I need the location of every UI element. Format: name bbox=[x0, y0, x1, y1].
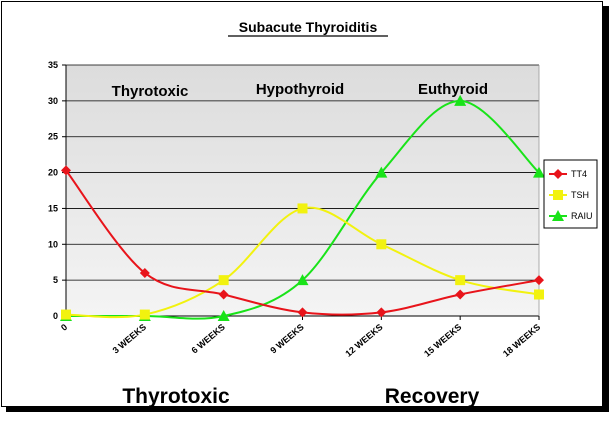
y-tick-label: 20 bbox=[48, 168, 58, 178]
y-tick-label: 30 bbox=[48, 96, 58, 106]
data-point-tsh bbox=[455, 275, 466, 286]
series-markers bbox=[60, 94, 545, 321]
legend-marker-tt4 bbox=[553, 169, 563, 179]
phase-label-hypothyroid: Hypothyroid bbox=[256, 81, 344, 98]
legend: TT4 TSH RAIU bbox=[543, 159, 598, 229]
data-point-tt4 bbox=[297, 307, 308, 318]
legend-label-tsh: TSH bbox=[571, 190, 589, 200]
data-point-raiu bbox=[454, 94, 467, 106]
x-axis-ticks: 0 3 WEEKS 6 WEEKS 9 WEEKS 12 WEEKS 15 WEEKS 18… bbox=[59, 322, 542, 359]
x-tick-label: 3 WEEKS bbox=[111, 322, 148, 356]
data-point-tsh bbox=[534, 289, 544, 300]
frame-shadow-bottom bbox=[6, 406, 609, 412]
x-tick-label: 18 WEEKS bbox=[501, 322, 542, 359]
phase-labels: Thyrotoxic Hypothyroid Euthyroid bbox=[112, 81, 488, 100]
legend-label-raiu: RAIU bbox=[571, 211, 593, 221]
legend-marker-raiu bbox=[552, 210, 564, 221]
data-point-tt4 bbox=[376, 307, 387, 318]
data-point-tsh bbox=[376, 239, 387, 250]
y-tick-label: 5 bbox=[53, 275, 58, 285]
data-point-tt4 bbox=[534, 275, 544, 286]
x-tick-label: 6 WEEKS bbox=[189, 322, 226, 356]
data-point-tt4 bbox=[455, 289, 466, 300]
data-point-raiu bbox=[533, 166, 545, 178]
data-point-tt4 bbox=[218, 289, 229, 300]
legend-marker-tsh bbox=[553, 190, 563, 200]
data-point-raiu bbox=[296, 274, 309, 286]
x-tick-label: 15 WEEKS bbox=[422, 322, 463, 359]
data-point-tsh bbox=[218, 275, 229, 286]
stage-labels: Thyrotoxic Recovery bbox=[122, 385, 479, 408]
x-tick-label: 9 WEEKS bbox=[268, 322, 305, 356]
data-point-tsh bbox=[297, 203, 308, 214]
stage-label-recovery: Recovery bbox=[385, 385, 480, 408]
y-tick-label: 25 bbox=[48, 132, 58, 142]
y-tick-label: 0 bbox=[53, 311, 58, 321]
data-point-raiu bbox=[217, 310, 230, 321]
x-tick-label: 0 bbox=[59, 322, 69, 333]
data-point-tt4 bbox=[139, 267, 150, 278]
data-point-tt4 bbox=[61, 165, 71, 176]
chart-title: Subacute Thyroiditis bbox=[239, 19, 378, 35]
y-tick-label: 35 bbox=[48, 60, 58, 70]
stage-label-thyrotoxic: Thyrotoxic bbox=[122, 385, 230, 408]
data-point-tsh bbox=[139, 309, 150, 320]
x-tick-label: 12 WEEKS bbox=[343, 322, 384, 359]
data-point-tsh bbox=[61, 309, 71, 320]
data-point-raiu bbox=[375, 166, 388, 178]
phase-label-thyrotoxic: Thyrotoxic bbox=[112, 83, 189, 100]
y-axis-ticks: 0 5 10 15 20 25 30 35 bbox=[48, 60, 66, 321]
phase-label-euthyroid: Euthyroid bbox=[418, 81, 488, 98]
legend-label-tt4: TT4 bbox=[571, 169, 587, 179]
frame-shadow-right bbox=[603, 6, 609, 410]
y-tick-label: 15 bbox=[48, 203, 58, 213]
y-tick-label: 10 bbox=[48, 239, 58, 249]
